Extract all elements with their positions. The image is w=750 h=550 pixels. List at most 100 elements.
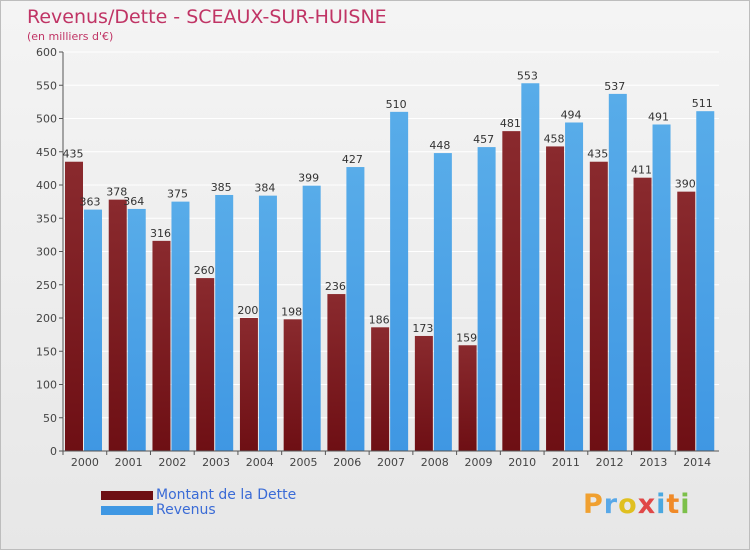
data-label-debt: 316 (150, 227, 171, 240)
x-tick-label: 2012 (596, 456, 624, 469)
bar-revenue (521, 83, 540, 451)
data-label-revenue: 427 (342, 153, 363, 166)
x-tick-label: 2006 (333, 456, 361, 469)
legend-swatch-revenue (101, 506, 153, 515)
data-label-debt: 435 (587, 148, 608, 161)
data-label-revenue: 384 (254, 182, 275, 195)
y-tick-label: 200 (36, 312, 57, 325)
logo-letter: x (637, 489, 657, 520)
data-label-revenue: 494 (561, 108, 582, 121)
data-label-debt: 260 (194, 264, 215, 277)
x-tick-label: 2000 (71, 456, 99, 469)
logo-letter: i (680, 489, 691, 520)
bar-revenue (127, 208, 146, 451)
y-tick-label: 400 (36, 179, 57, 192)
x-tick-label: 2005 (290, 456, 318, 469)
y-tick-label: 50 (43, 412, 57, 425)
data-label-debt: 200 (237, 304, 258, 317)
logo-letter: t (666, 489, 681, 520)
data-label-revenue: 510 (386, 98, 407, 111)
data-label-debt: 236 (325, 280, 346, 293)
data-label-debt: 435 (63, 148, 84, 161)
y-tick-label: 500 (36, 113, 57, 126)
legend-swatch-debt (101, 491, 153, 500)
bar-debt (458, 345, 477, 451)
bar-debt (239, 318, 258, 451)
data-label-revenue: 491 (648, 110, 669, 123)
bar-debt (633, 177, 652, 451)
bars (65, 83, 715, 452)
bar-revenue (390, 111, 409, 451)
bar-revenue (302, 185, 321, 452)
x-tick-label: 2004 (246, 456, 274, 469)
y-tick-label: 550 (36, 79, 57, 92)
data-label-debt: 159 (456, 331, 477, 344)
x-tick-label: 2007 (377, 456, 405, 469)
y-tick-label: 0 (50, 445, 57, 458)
chart-title: Revenus/Dette - SCEAUX-SUR-HUISNE (27, 6, 387, 28)
data-label-debt: 481 (500, 117, 521, 130)
data-label-revenue: 363 (80, 196, 101, 209)
data-label-revenue: 457 (473, 133, 494, 146)
x-tick-label: 2003 (202, 456, 230, 469)
bar-debt (502, 131, 521, 451)
data-label-revenue: 399 (298, 172, 319, 185)
y-tick-label: 250 (36, 279, 57, 292)
bar-revenue (477, 147, 496, 451)
y-tick-label: 150 (36, 345, 57, 358)
bar-revenue (171, 201, 190, 451)
x-tick-label: 2011 (552, 456, 580, 469)
bar-debt (414, 335, 433, 451)
bar-revenue (652, 124, 671, 452)
x-tick-label: 2014 (683, 456, 711, 469)
y-tick-label: 300 (36, 246, 57, 259)
data-label-debt: 173 (412, 322, 433, 335)
bar-revenue (346, 167, 365, 452)
bar-revenue (215, 194, 234, 451)
data-label-debt: 411 (631, 164, 652, 177)
y-tick-label: 100 (36, 379, 57, 392)
data-label-debt: 378 (106, 186, 127, 199)
bar-revenue (258, 195, 277, 451)
proxiti-logo: Proxiti (583, 489, 691, 520)
bar-revenue (433, 153, 452, 451)
data-label-revenue: 448 (429, 139, 450, 152)
bar-revenue (696, 111, 715, 451)
data-label-debt: 458 (544, 132, 565, 145)
data-label-debt: 390 (675, 178, 696, 191)
bar-debt (152, 240, 171, 451)
bar-debt (65, 161, 83, 451)
x-tick-label: 2009 (464, 456, 492, 469)
axes: 0 50 100 150 200 250 300 350 400 450 500 550 600 2000… (36, 46, 719, 469)
legend-label-revenue: Revenus (156, 502, 216, 518)
y-tick-label: 450 (36, 146, 57, 159)
bar-debt (589, 161, 608, 451)
data-label-revenue: 553 (517, 69, 538, 82)
bar-revenue (608, 93, 627, 452)
bar-debt (546, 146, 565, 451)
x-tick-label: 2010 (508, 456, 536, 469)
chart-subtitle: (en milliers d'€) (27, 30, 114, 43)
bar-debt (327, 294, 346, 451)
data-label-debt: 198 (281, 305, 302, 318)
legend-label-debt: Montant de la Dette (156, 487, 297, 503)
data-label-revenue: 385 (211, 181, 232, 194)
data-label-revenue: 511 (692, 97, 713, 110)
logo-letter: i (656, 489, 667, 520)
bar-debt (677, 191, 696, 451)
logo-letter: r (603, 489, 619, 520)
logo-letter: P (583, 489, 604, 520)
data-label-revenue: 364 (123, 195, 144, 208)
x-tick-label: 2001 (115, 456, 143, 469)
bar-debt (283, 319, 302, 451)
bar-revenue (84, 209, 102, 451)
data-label-debt: 186 (369, 313, 390, 326)
logo-letter: o (618, 489, 638, 520)
bar-debt (108, 199, 127, 451)
x-tick-label: 2008 (421, 456, 449, 469)
x-tick-label: 2013 (639, 456, 667, 469)
x-tick-label: 2002 (158, 456, 186, 469)
